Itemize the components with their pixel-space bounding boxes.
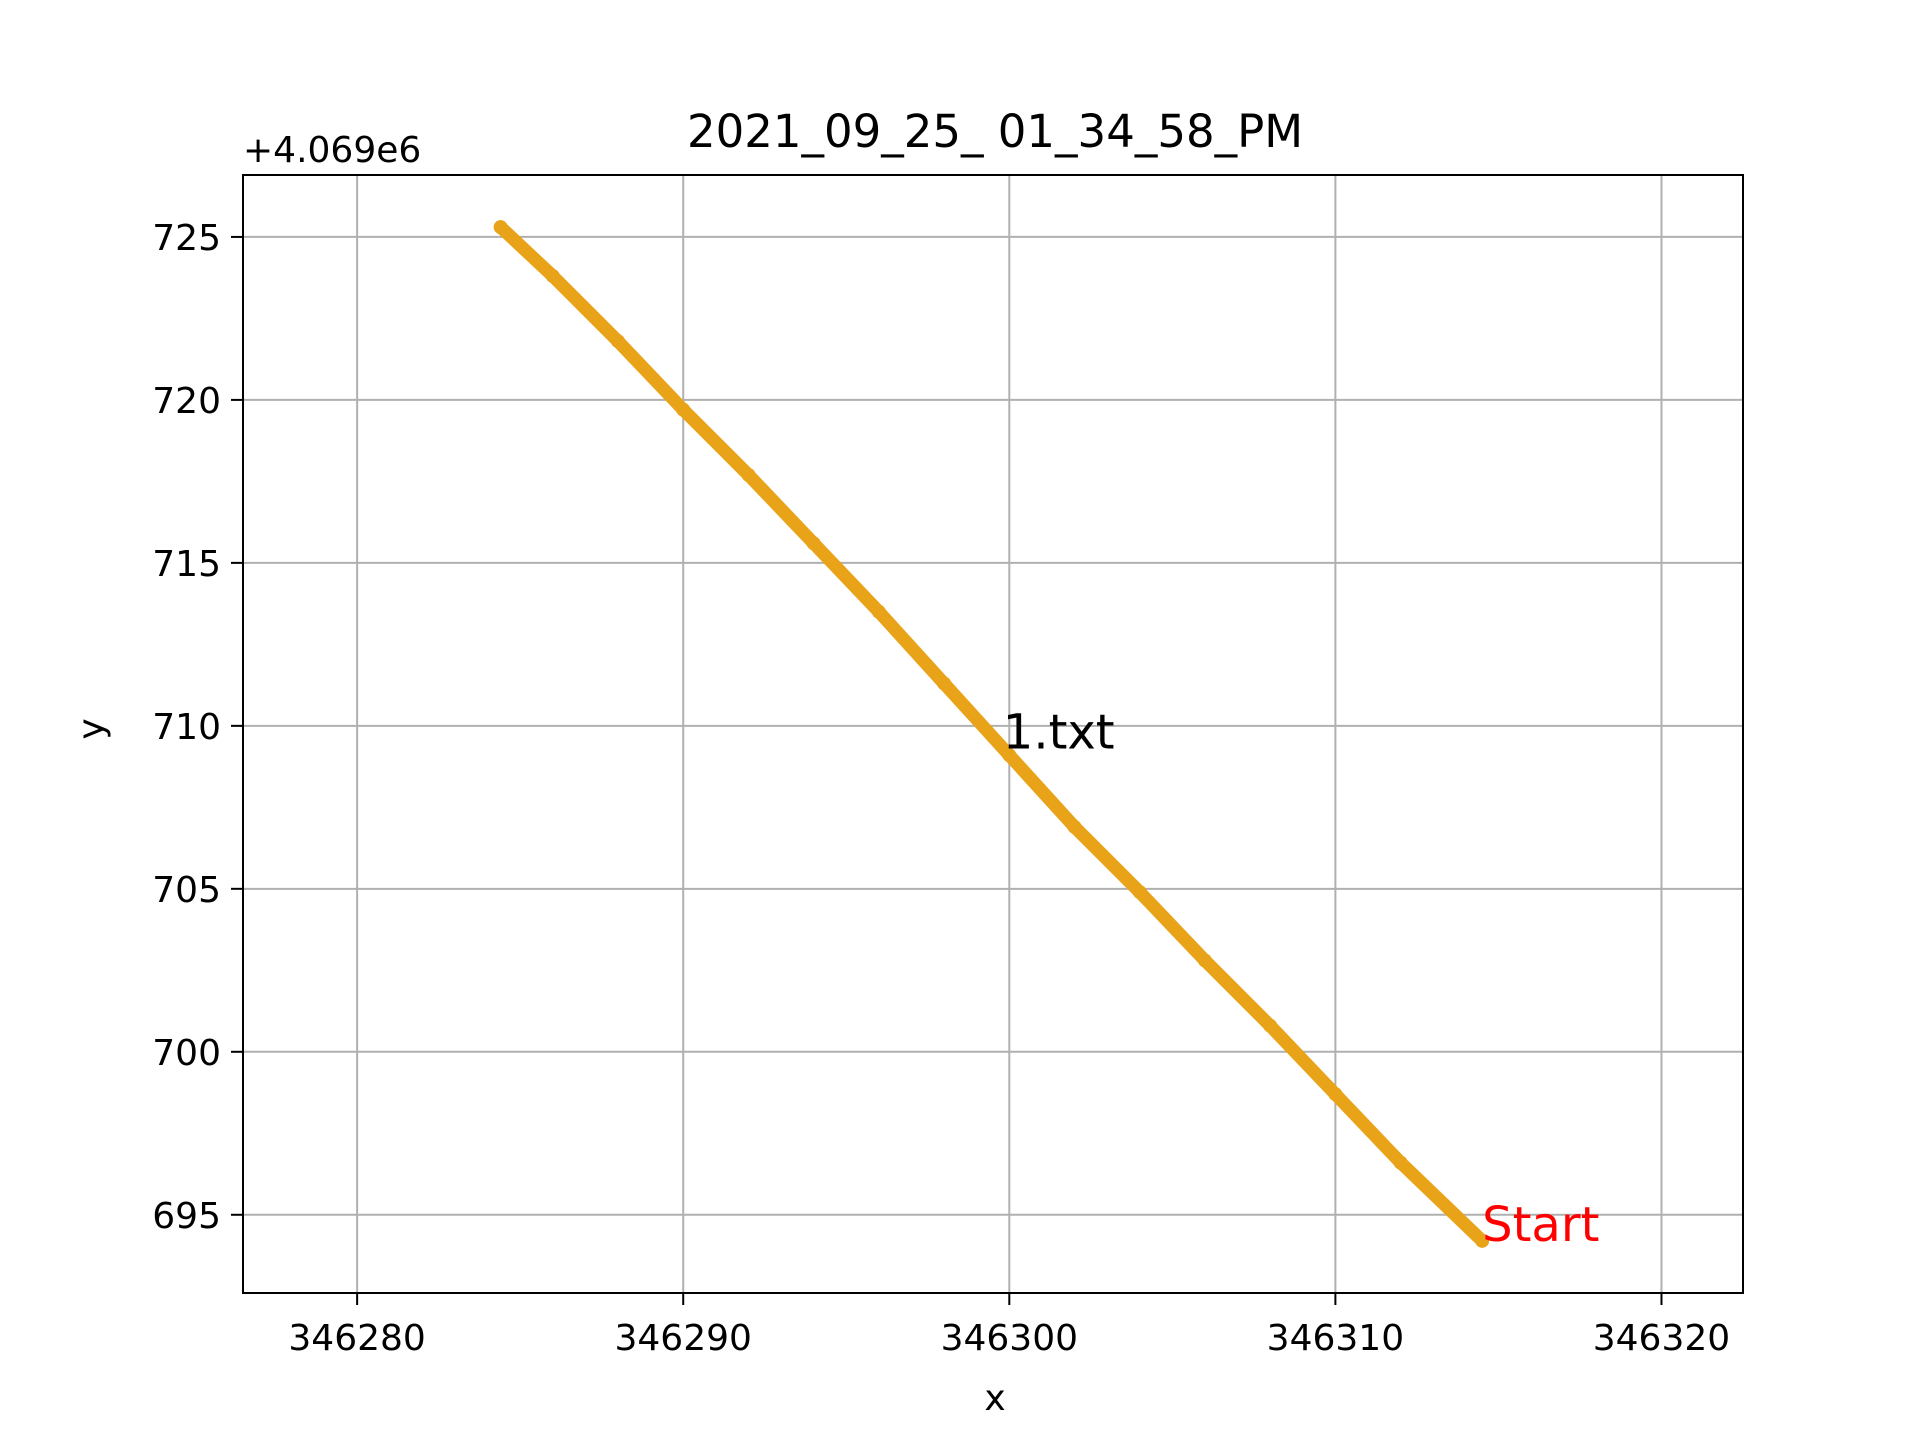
y-tick-label: 705 bbox=[152, 870, 221, 911]
x-tick-label: 346280 bbox=[288, 1318, 425, 1359]
y-tick-label: 725 bbox=[152, 218, 221, 259]
grid bbox=[243, 175, 1743, 1293]
x-axis-label: x bbox=[984, 1378, 1005, 1419]
y-tick-label: 720 bbox=[152, 381, 221, 422]
ticks: 346280 346290 346300 346310 346320 695 700 705 7… bbox=[152, 218, 1730, 1359]
trajectory-point bbox=[1328, 1087, 1343, 1102]
trajectory-point bbox=[676, 402, 691, 417]
chart-title: 2021_09_25_ 01_34_58_PM bbox=[687, 105, 1303, 158]
x-tick-label: 346300 bbox=[941, 1318, 1078, 1359]
trajectory-point bbox=[806, 536, 821, 551]
trajectory-point bbox=[545, 269, 560, 284]
plot-frame bbox=[242, 174, 1744, 1294]
y-tick-label: 715 bbox=[152, 544, 221, 585]
trajectory-point bbox=[1002, 748, 1017, 763]
trajectory-line bbox=[494, 220, 1489, 1248]
trajectory-point bbox=[1393, 1155, 1408, 1170]
y-axis-label: y bbox=[71, 718, 112, 739]
trajectory-point bbox=[493, 220, 508, 235]
y-tick-label: 700 bbox=[152, 1033, 221, 1074]
annotations: 1.txt Start bbox=[1003, 705, 1600, 1253]
trajectory-point bbox=[1475, 1233, 1490, 1248]
trajectory-point bbox=[871, 604, 886, 619]
trajectory-point bbox=[1132, 885, 1147, 900]
x-tick-label: 346310 bbox=[1267, 1318, 1404, 1359]
y-offset-label: +4.069e6 bbox=[243, 130, 421, 171]
trajectory-point bbox=[1067, 819, 1082, 834]
y-tick-label: 710 bbox=[152, 707, 221, 748]
trajectory-point bbox=[1197, 953, 1212, 968]
y-tick-label: 695 bbox=[152, 1196, 221, 1237]
trajectory-point bbox=[937, 676, 952, 691]
trajectory-point bbox=[611, 334, 625, 349]
trajectory-point bbox=[1263, 1018, 1278, 1033]
x-tick-label: 346320 bbox=[1593, 1318, 1730, 1359]
annotation-1-txt: 1.txt bbox=[1003, 705, 1115, 761]
annotation-start: Start bbox=[1482, 1197, 1599, 1253]
x-tick-label: 346290 bbox=[614, 1318, 751, 1359]
series-layer bbox=[493, 220, 1490, 1248]
trajectory-point bbox=[741, 467, 756, 482]
